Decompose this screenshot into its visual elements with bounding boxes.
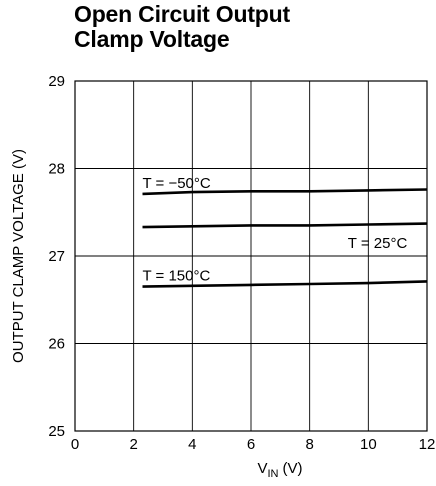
chart-title: Open Circuit Output Clamp Voltage [74,2,290,52]
x-tick-label-1: 2 [129,436,137,453]
x-axis-label-main: V [257,460,267,477]
x-tick-label-2: 4 [188,436,196,453]
x-tick-label-4: 8 [305,436,313,453]
x-axis-label: VIN (V) [257,460,302,480]
series-line-0 [142,188,428,196]
y-tick-label-4: 29 [48,73,65,90]
annotation-0: T = −50°C [142,175,210,192]
x-tick-labels: 0 2 4 6 8 10 12 [71,436,436,453]
x-tick-label-3: 6 [247,436,255,453]
x-axis-label-unit: (V) [283,460,303,477]
y-tick-label-0: 25 [48,423,65,440]
chart-title-line-2: Clamp Voltage [74,26,230,52]
x-axis-label-sub: IN [268,468,279,480]
x-tick-label-5: 10 [360,436,377,453]
y-tick-labels: 25 26 27 28 29 [48,73,65,440]
y-tick-label-3: 28 [48,161,65,178]
plot-frame [74,80,428,432]
x-tick-label-0: 0 [71,436,79,453]
series-line-2 [142,280,428,288]
series-lines [142,188,428,288]
y-tick-label-2: 27 [48,248,65,265]
annotation-2: T = 150°C [142,268,210,285]
y-axis-label: OUTPUT CLAMP VOLTAGE (V) [10,149,27,363]
annotation-1: T = 25°C [348,235,408,252]
chart-title-line-1: Open Circuit Output [74,1,290,27]
x-tick-label-6: 12 [419,436,436,453]
series-line-1 [142,222,428,229]
annotations: T = −50°C T = 25°C T = 150°C [142,175,407,285]
grid [75,81,427,431]
y-tick-label-1: 26 [48,336,65,353]
